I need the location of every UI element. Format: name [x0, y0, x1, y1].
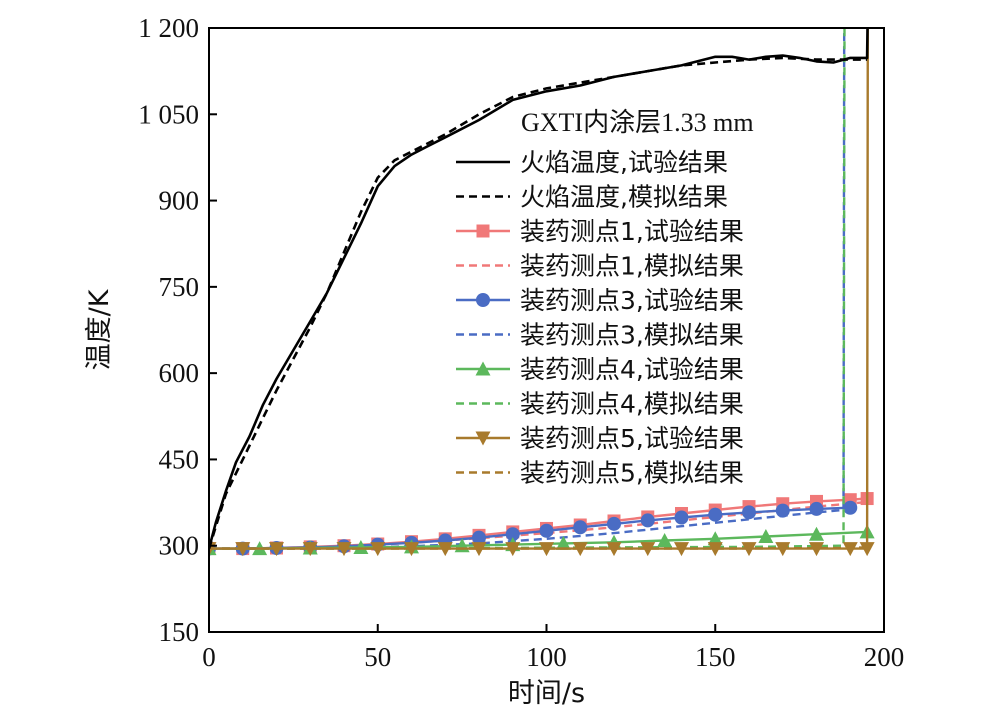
data-point [758, 529, 774, 544]
y-tick-label: 150 [159, 617, 200, 647]
data-point [707, 531, 723, 546]
data-point [809, 526, 824, 541]
legend-marker [476, 224, 490, 238]
y-tick-label: 750 [159, 272, 200, 302]
legend-label: 装药测点4,试验结果 [520, 355, 744, 384]
y-axis-title: 温度/K [84, 288, 115, 370]
data-point [471, 542, 487, 557]
data-point [707, 542, 723, 557]
data-point [539, 542, 554, 557]
legend-label: 装药测点1,试验结果 [520, 217, 744, 246]
y-tick-label: 1 050 [138, 99, 199, 129]
data-point [742, 505, 756, 520]
legend-marker [475, 361, 491, 376]
y-tick-label: 900 [159, 186, 200, 216]
legend-item: 装药测点1,模拟结果 [456, 252, 744, 281]
data-point [842, 542, 858, 557]
series-10 [209, 546, 864, 550]
data-point [472, 530, 486, 545]
y-tick-label: 300 [159, 531, 200, 561]
axis-titles: 时间/s 温度/K [84, 288, 585, 709]
series-1 [209, 28, 869, 549]
legend-item: 装药测点4,试验结果 [456, 355, 744, 384]
legend-item: 装药测点5,模拟结果 [456, 459, 744, 488]
legend-marker [476, 293, 490, 307]
data-point [657, 533, 673, 548]
y-tick-label: 450 [159, 444, 200, 474]
y-tick-label: 1 200 [138, 13, 199, 43]
series-2 [209, 56, 868, 549]
data-point [859, 542, 875, 557]
y-tick-label: 600 [159, 358, 200, 388]
legend-item: 火焰温度,试验结果 [456, 148, 728, 177]
data-point [573, 520, 588, 535]
legend: GXTI内涂层1.33 mm 火焰温度,试验结果火焰温度,模拟结果装药测点1,试… [456, 108, 754, 488]
legend-title: GXTI内涂层1.33 mm [521, 108, 754, 137]
series-line [209, 546, 864, 550]
legend-item: 装药测点5,试验结果 [456, 424, 744, 453]
data-point [809, 542, 824, 557]
data-point [775, 503, 790, 518]
data-point [708, 507, 723, 522]
series-layer [209, 28, 875, 557]
data-point [302, 542, 318, 557]
x-tick-label: 200 [864, 642, 905, 672]
legend-label: 装药测点5,试验结果 [520, 424, 744, 453]
data-point [505, 527, 520, 542]
legend-item: 装药测点4,模拟结果 [456, 390, 744, 419]
data-point [674, 510, 689, 525]
data-point [539, 523, 554, 538]
data-point [607, 516, 621, 531]
x-tick-label: 150 [695, 642, 736, 672]
ticks-layer: 0 50 100 150 200 150 300 450 600 750 900 1 050 1 200 [138, 13, 904, 672]
legend-label: 装药测点3,试验结果 [520, 286, 744, 315]
x-tick-label: 100 [526, 642, 567, 672]
data-point [353, 539, 369, 554]
legend-label: 装药测点5,模拟结果 [520, 459, 744, 488]
series-line [209, 28, 869, 549]
data-point [370, 542, 386, 557]
legend-label: 装药测点4,模拟结果 [520, 390, 744, 419]
x-tick-label: 50 [364, 642, 391, 672]
data-point [640, 542, 656, 557]
data-point [843, 500, 858, 515]
legend-label: 火焰温度,模拟结果 [520, 183, 728, 212]
legend-item: 装药测点3,模拟结果 [456, 321, 744, 350]
legend-label: 火焰温度,试验结果 [520, 148, 728, 177]
data-point [640, 513, 655, 528]
series-line [209, 56, 868, 549]
legend-marker [475, 431, 491, 446]
legend-label: 装药测点3,模拟结果 [520, 321, 744, 350]
legend-item: 火焰温度,模拟结果 [456, 183, 728, 212]
legend-label: 装药测点1,模拟结果 [520, 252, 744, 281]
legend-item: 装药测点1,试验结果 [456, 217, 744, 246]
x-tick-label: 0 [202, 642, 216, 672]
x-axis-title: 时间/s [508, 678, 585, 709]
legend-item: 装药测点3,试验结果 [456, 286, 744, 315]
